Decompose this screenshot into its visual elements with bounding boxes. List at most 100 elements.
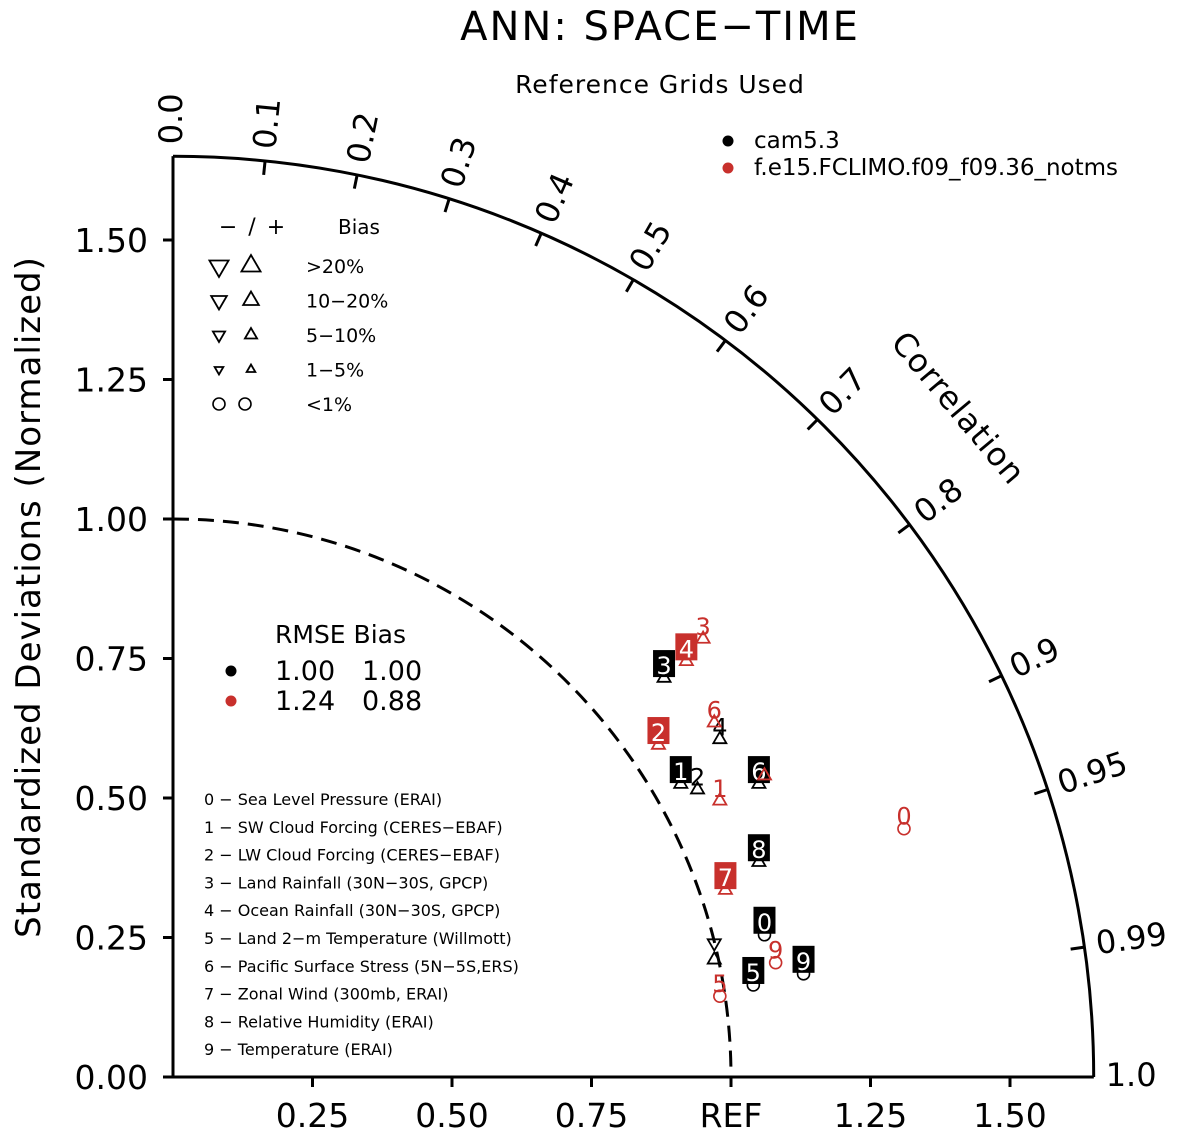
bias-legend-down-marker xyxy=(207,259,231,279)
bias-legend-row-label: 1−5% xyxy=(306,360,364,382)
variable-legend: 0 − Sea Level Pressure (ERAI) 1 − SW Clou… xyxy=(204,790,519,1059)
correlation-tick-label: 0.4 xyxy=(527,167,582,229)
bias-legend-up-marker xyxy=(243,326,259,340)
correlation-tick-label: 0.7 xyxy=(811,360,874,423)
data-point-label: 3 xyxy=(656,652,671,680)
bias-legend-row-label: >20% xyxy=(306,256,364,278)
rmse-value: 1.00 xyxy=(275,656,335,687)
x-tick-label: 0.25 xyxy=(276,1096,349,1135)
chart-title: ANN: SPACE−TIME xyxy=(460,4,860,50)
bias-legend-sign: − / + xyxy=(219,215,287,240)
bias-legend-title: Bias xyxy=(338,215,380,239)
variable-legend-item: 6 − Pacific Surface Stress (5N−5S,ERS) xyxy=(204,957,519,976)
data-point-label-box xyxy=(675,633,698,661)
data-extra-marker xyxy=(706,938,723,953)
x-tick-label: 0.75 xyxy=(555,1096,628,1135)
y-axis-label: Standardized Deviations (Normalized) xyxy=(9,256,49,938)
bias-legend-up-marker xyxy=(239,253,263,273)
variable-legend-item: 4 − Ocean Rainfall (30N−30S, GPCP) xyxy=(204,901,500,920)
data-point-label: 4 xyxy=(679,635,694,663)
bias-value: 1.00 xyxy=(362,656,422,687)
data-point-label-box xyxy=(647,717,670,745)
data-point-label: 0 xyxy=(896,803,911,831)
bias-legend-row-label: 5−10% xyxy=(306,325,376,347)
y-tick-label: 0.75 xyxy=(75,640,148,679)
bias-legend-up-marker xyxy=(245,362,257,373)
data-point-label: 5 xyxy=(712,970,727,998)
bias-legend: − / + Bias >20% 10−20% 5−10% 1−5% <1% xyxy=(207,215,388,416)
series-legend-label: cam5.3 xyxy=(754,128,840,154)
bias-legend-down-marker xyxy=(209,295,229,312)
correlation-tick-label: 0.5 xyxy=(621,215,679,278)
data-point-marker xyxy=(711,730,728,745)
y-tick-label: 1.00 xyxy=(75,500,148,539)
series-legend-label: f.e15.FCLIMO.f09_f09.36_notms xyxy=(754,155,1118,181)
data-point-label: 6 xyxy=(707,697,722,725)
data-point-label-box xyxy=(747,834,770,862)
y-tick-label: 0.00 xyxy=(75,1058,148,1097)
bias-legend-circle-marker xyxy=(212,397,226,411)
y-tick-label: 1.50 xyxy=(75,221,148,260)
data-point-label: 9 xyxy=(796,948,811,976)
data-point-label: 8 xyxy=(751,836,766,864)
rmse-value: 1.24 xyxy=(275,686,335,717)
outer-arc xyxy=(172,154,1096,1078)
data-point-marker xyxy=(768,955,783,970)
correlation-tick xyxy=(1033,788,1049,796)
data-point-label-box xyxy=(753,906,776,934)
variable-legend-item: 9 − Temperature (ERAI) xyxy=(204,1040,393,1059)
correlation-tick xyxy=(443,198,451,213)
data-point-label: 1 xyxy=(673,758,688,786)
variable-legend-item: 8 − Relative Humidity (ERAI) xyxy=(204,1012,434,1031)
data-point-marker xyxy=(695,629,712,644)
bias-legend-row-label: 10−20% xyxy=(306,291,388,313)
data-point-label: 6 xyxy=(751,758,766,786)
series-legend-dot xyxy=(722,162,734,174)
correlation-label: Correlation xyxy=(884,324,1034,492)
data-point-label: 5 xyxy=(746,959,761,987)
correlation-tick xyxy=(625,278,635,293)
x-tick-label: REF xyxy=(700,1096,763,1135)
variable-legend-item: 5 − Land 2−m Temperature (Willmott) xyxy=(204,929,512,948)
bias-legend-up-marker xyxy=(241,289,261,306)
data-point-label: 7 xyxy=(718,864,733,892)
series-legend: cam5.3f.e15.FCLIMO.f09_f09.36_notms xyxy=(722,128,1118,181)
correlation-tick-label: 0.3 xyxy=(433,132,485,192)
correlation-tick xyxy=(806,418,819,431)
data-point-label: 2 xyxy=(651,719,666,747)
correlation-tick-label: 0.9 xyxy=(1003,629,1065,685)
rmse-bias-header: RMSE Bias xyxy=(275,620,406,649)
correlation-tick-label: 0.99 xyxy=(1093,915,1169,963)
correlation-tick xyxy=(1070,945,1085,951)
correlation-tick-label: 0.6 xyxy=(716,277,777,341)
data-point-label: 9 xyxy=(768,937,783,965)
correlation-tick xyxy=(262,160,267,175)
bias-legend-down-marker xyxy=(211,330,227,344)
data-point-label-box xyxy=(747,756,770,784)
data-point-label: 0 xyxy=(757,909,772,937)
rmse-legend-dot xyxy=(225,695,237,707)
data-point-label-box xyxy=(653,650,676,678)
bias-value: 0.88 xyxy=(362,686,422,717)
data-extra-marker xyxy=(756,766,773,781)
data-point-marker xyxy=(711,791,728,806)
correlation-tick-label: 0.0 xyxy=(152,93,190,144)
correlation-tick-label: 0.95 xyxy=(1053,744,1133,802)
data-point-label-box xyxy=(714,862,737,890)
bias-legend-circle-marker xyxy=(238,397,252,411)
correlation-tick xyxy=(352,174,359,189)
data-point-label-box xyxy=(792,945,815,973)
correlation-tick xyxy=(897,523,911,535)
correlation-tick-label: 0.1 xyxy=(245,96,288,150)
x-tick-label: 1.50 xyxy=(973,1096,1046,1135)
data-point-label: 4 xyxy=(712,713,727,741)
data-point-label-box xyxy=(669,756,692,784)
data-point-marker xyxy=(713,989,727,1003)
data-point-marker xyxy=(706,713,723,728)
chart-subtitle: Reference Grids Used xyxy=(515,70,805,99)
data-point-label: 2 xyxy=(690,764,705,792)
variable-legend-item: 7 − Zonal Wind (300mb, ERAI) xyxy=(204,985,448,1004)
axis-ticks: 0.000.250.500.751.001.251.500.25 0.50 0.75… xyxy=(75,93,1170,1135)
